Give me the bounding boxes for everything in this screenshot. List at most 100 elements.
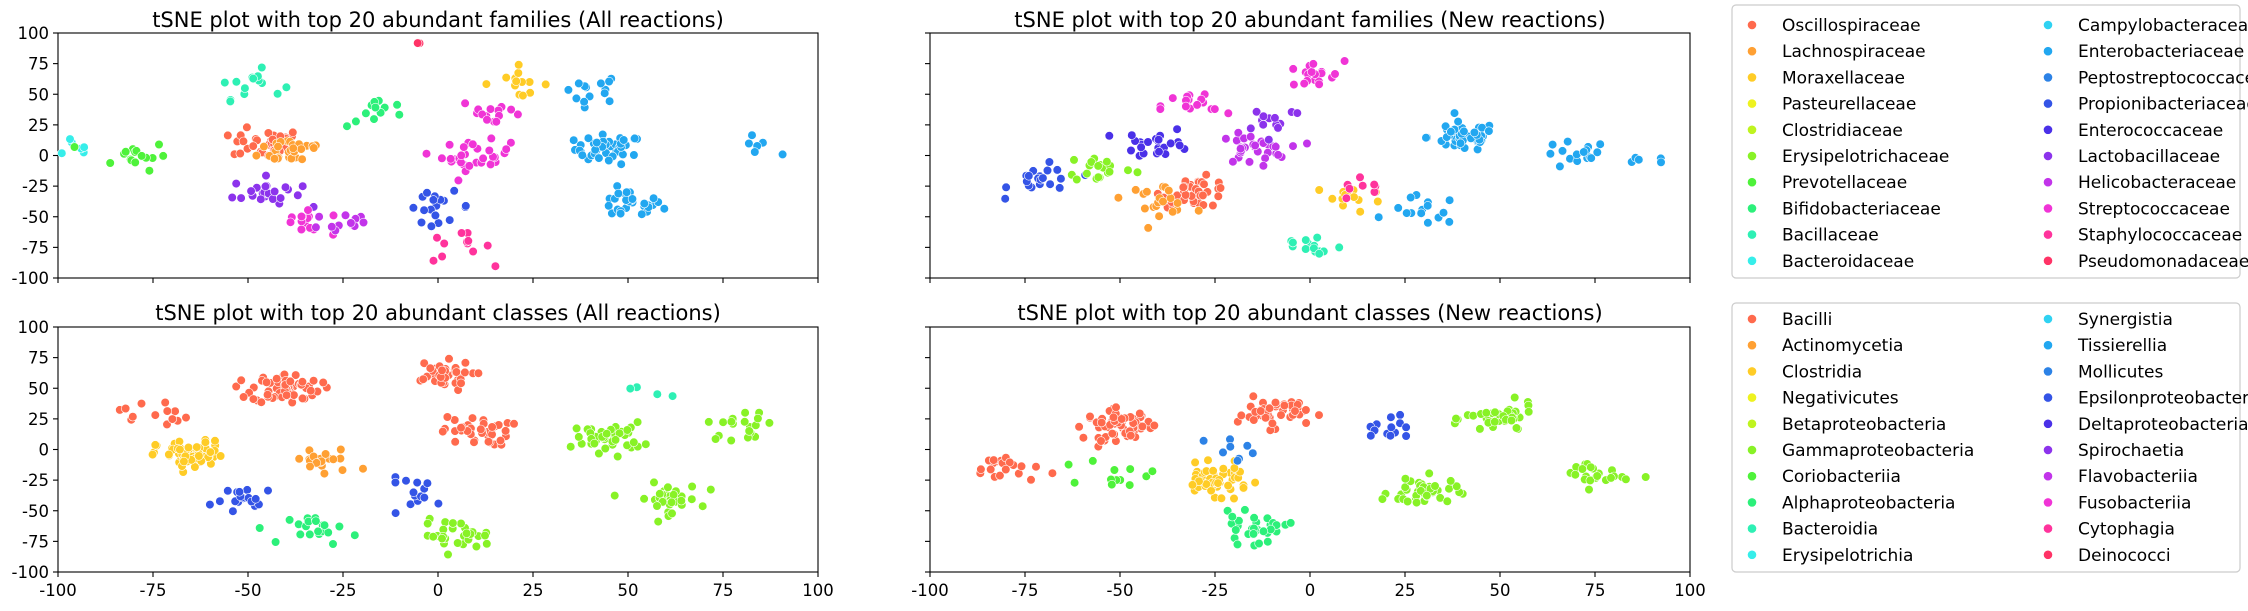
- x-tick-label: -25: [1202, 581, 1229, 600]
- data-point: [1096, 418, 1107, 428]
- data-point: [467, 413, 478, 423]
- data-point: [428, 256, 439, 266]
- data-point: [569, 135, 579, 145]
- data-point: [105, 158, 115, 168]
- data-point: [1475, 424, 1485, 434]
- data-point: [158, 151, 168, 161]
- data-point: [1136, 142, 1146, 152]
- data-point: [263, 390, 273, 400]
- data-point: [1102, 157, 1112, 167]
- data-point: [594, 448, 604, 459]
- legend-label: Lachnospiraceae: [1782, 42, 1926, 62]
- data-point: [627, 194, 638, 204]
- data-point: [629, 437, 639, 447]
- data-point: [753, 413, 763, 424]
- data-point: [294, 454, 304, 464]
- data-point: [1223, 108, 1233, 118]
- legend-marker: [2043, 255, 2053, 266]
- data-point: [1086, 157, 1096, 167]
- data-point: [270, 186, 280, 197]
- data-point: [1229, 493, 1239, 504]
- data-point: [577, 150, 587, 160]
- data-point: [574, 432, 584, 442]
- data-point: [242, 122, 252, 132]
- data-point: [480, 530, 490, 541]
- data-point: [995, 471, 1005, 481]
- data-point: [1373, 196, 1383, 207]
- y-tick-label: -75: [22, 238, 49, 257]
- data-point: [437, 251, 447, 262]
- data-point: [223, 130, 233, 140]
- data-point: [1044, 157, 1054, 167]
- data-point: [610, 435, 621, 445]
- chart-title: tSNE plot with top 20 abundant families …: [152, 8, 724, 32]
- data-point: [1444, 195, 1455, 205]
- y-tick-label: 50: [28, 379, 49, 398]
- data-point: [574, 78, 584, 88]
- data-point: [629, 150, 639, 160]
- data-point: [478, 153, 488, 163]
- legend-frame: [1731, 302, 2241, 573]
- data-point: [327, 222, 337, 232]
- data-point: [1307, 67, 1317, 77]
- data-point: [260, 181, 271, 191]
- data-point: [231, 179, 241, 189]
- data-point: [687, 481, 697, 492]
- data-point: [421, 149, 432, 159]
- data-point: [1423, 218, 1433, 228]
- legend-label: Bacteroidaceae: [1782, 252, 1914, 272]
- data-point: [726, 435, 736, 446]
- data-point: [446, 154, 456, 164]
- data-point: [483, 241, 493, 251]
- data-point: [164, 449, 174, 460]
- data-point: [210, 436, 220, 446]
- y-tick-label: 100: [18, 318, 50, 337]
- data-point: [225, 96, 235, 106]
- data-point: [1656, 157, 1666, 167]
- data-point: [1302, 138, 1312, 149]
- legend-marker: [1747, 471, 1757, 482]
- data-point: [1248, 391, 1258, 401]
- data-point: [1249, 513, 1259, 523]
- data-point: [1279, 401, 1289, 411]
- data-point: [1442, 496, 1452, 506]
- data-point: [1401, 422, 1411, 432]
- data-point: [1290, 406, 1300, 416]
- data-point: [358, 217, 369, 228]
- data-point: [1555, 161, 1565, 171]
- data-point: [710, 434, 721, 444]
- data-point: [1190, 457, 1200, 468]
- data-point: [318, 377, 328, 388]
- data-point: [625, 384, 635, 394]
- data-point: [1592, 471, 1602, 481]
- data-point: [639, 199, 649, 209]
- legend-marker: [1747, 98, 1757, 109]
- legend-marker: [2043, 124, 2053, 135]
- data-point: [1374, 212, 1384, 222]
- legend-label: Prevotellaceae: [1782, 173, 1907, 193]
- data-point: [1107, 480, 1117, 490]
- data-point: [1221, 134, 1231, 144]
- x-tick-label: 50: [618, 581, 639, 600]
- legend-marker: [1747, 366, 1757, 377]
- data-point: [313, 526, 323, 537]
- y-tick-label: 75: [28, 55, 49, 74]
- data-point: [271, 537, 281, 547]
- data-point: [1055, 183, 1065, 193]
- data-point: [215, 496, 225, 506]
- y-tick-label: 0: [39, 441, 50, 460]
- data-point: [328, 210, 339, 220]
- legend-label: Mollicutes: [2078, 362, 2163, 382]
- data-point: [1416, 486, 1426, 496]
- data-point: [228, 506, 238, 516]
- data-point: [584, 91, 595, 101]
- data-point: [242, 485, 252, 495]
- data-point: [744, 426, 754, 436]
- legend-label: Clostridia: [1782, 362, 1862, 382]
- data-point: [291, 370, 301, 380]
- data-point: [579, 97, 589, 107]
- data-point: [1218, 464, 1228, 474]
- data-point: [150, 440, 160, 450]
- legend-marker: [1747, 124, 1757, 135]
- data-point: [336, 444, 346, 455]
